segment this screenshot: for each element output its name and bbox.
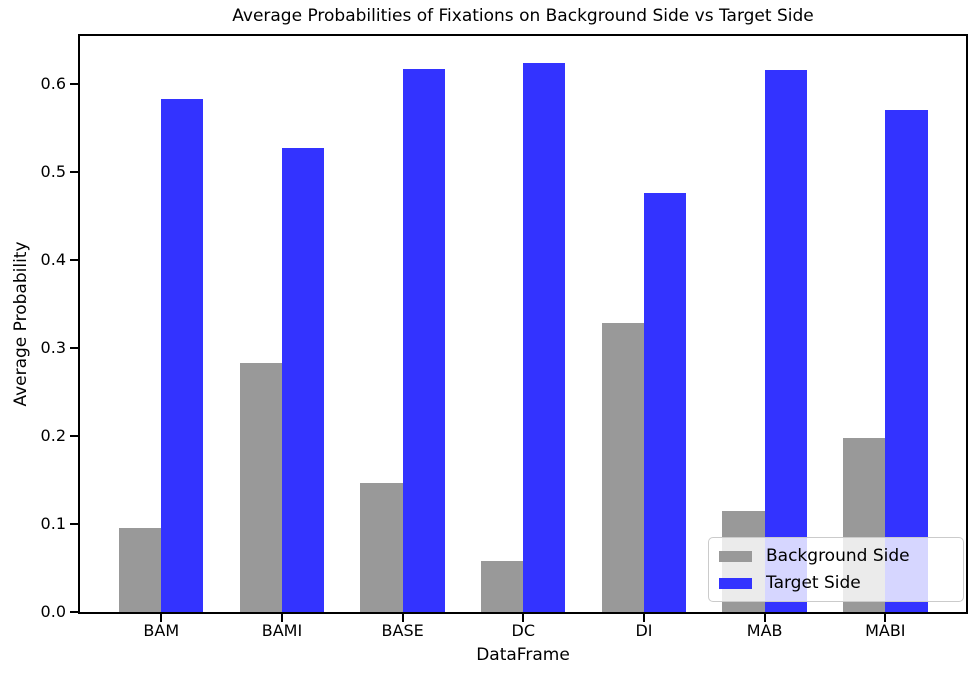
- bar-target-side-bami: [281, 147, 325, 612]
- x-tick-bam: [160, 614, 163, 622]
- x-tick-base: [401, 614, 404, 622]
- legend: Background Side Target Side: [708, 537, 964, 602]
- x-tick-mabi: [884, 614, 887, 622]
- x-tick-label-bam: BAM: [143, 621, 180, 640]
- plot-area: Background Side Target Side: [78, 34, 968, 614]
- x-tick-di: [642, 614, 645, 622]
- y-tick-label-0.1: 0.1: [40, 513, 66, 533]
- bar-target-side-mabi: [885, 109, 928, 612]
- y-tick-label-0.0: 0.0: [40, 602, 66, 621]
- x-tick-label-di: DI: [635, 621, 653, 640]
- bar-target-side-di: [643, 192, 687, 612]
- x-tick-label-bami: BAMI: [261, 621, 303, 640]
- chart-title: Average Probabilities of Fixations on Ba…: [232, 6, 814, 26]
- y-tick-label-0.2: 0.2: [40, 425, 66, 445]
- y-tick-label-0.3: 0.3: [40, 337, 66, 357]
- legend-item-background-side: Background Side: [719, 546, 953, 566]
- y-tick-0.6: [70, 82, 78, 85]
- y-tick-0.1: [70, 522, 78, 525]
- x-tick-label-mabi: MABI: [865, 621, 906, 640]
- x-axis-label: DataFrame: [476, 645, 570, 665]
- y-tick-0.3: [70, 346, 78, 349]
- x-tick-mab: [763, 614, 766, 622]
- legend-swatch-target-side-icon: [719, 577, 752, 589]
- y-tick-0.4: [70, 258, 78, 261]
- x-tick-label-base: BASE: [381, 621, 424, 640]
- x-tick-bami: [280, 614, 283, 622]
- legend-swatch-background-side-icon: [719, 550, 752, 562]
- y-tick-label-0.6: 0.6: [40, 73, 66, 93]
- bar-background-side-dc: [481, 560, 524, 612]
- x-tick-label-mab: MAB: [746, 621, 783, 640]
- bar-background-side-di: [601, 323, 644, 612]
- y-tick-0.0: [70, 611, 78, 613]
- bar-target-side-mab: [764, 70, 807, 612]
- bar-background-side-base: [360, 482, 403, 612]
- bar-background-side-bam: [119, 528, 162, 612]
- legend-item-target-side: Target Side: [719, 573, 953, 593]
- bar-target-side-base: [402, 68, 445, 612]
- x-tick-dc: [522, 614, 525, 622]
- x-tick-label-dc: DC: [511, 621, 536, 640]
- legend-label-target-side: Target Side: [766, 573, 861, 593]
- bar-background-side-bami: [239, 362, 282, 612]
- y-tick-0.2: [70, 434, 78, 437]
- y-tick-0.5: [70, 170, 78, 173]
- bar-target-side-bam: [161, 98, 204, 612]
- bar-target-side-dc: [523, 63, 566, 612]
- y-tick-label-0.4: 0.4: [40, 249, 66, 269]
- y-tick-label-0.5: 0.5: [40, 161, 66, 181]
- legend-label-background-side: Background Side: [766, 546, 910, 566]
